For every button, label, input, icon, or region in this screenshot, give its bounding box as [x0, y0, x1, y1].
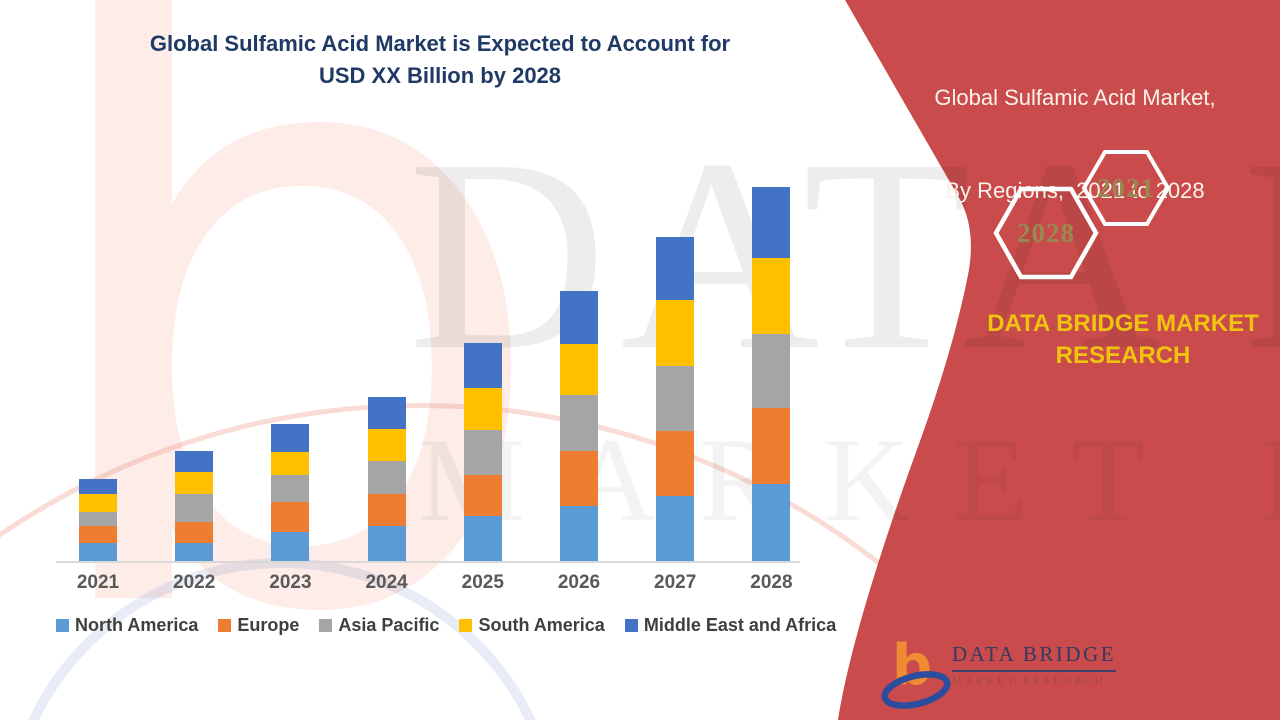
bar-segment-2025-north-america — [463, 516, 502, 561]
bar-segment-2024-europe — [367, 494, 406, 526]
bar-segment-2027-north-america — [656, 496, 695, 561]
bar-segment-2028-middle-east-and-africa — [752, 187, 791, 258]
side-panel-heading-line1: Global Sulfamic Acid Market, — [934, 85, 1216, 110]
databridge-logo-icon: b — [881, 633, 951, 709]
bar-segment-2026-south-america — [560, 344, 598, 395]
x-axis-label-2027: 2027 — [654, 572, 697, 593]
bar-segment-2022-europe — [175, 522, 214, 543]
bar-segment-2024-asia-pacific — [367, 461, 406, 494]
legend-item-north-america: North America — [56, 615, 198, 636]
legend-item-south-america: South America — [459, 615, 605, 636]
x-axis-label-2023: 2023 — [269, 572, 312, 593]
logo-b-glyph: b — [892, 633, 932, 698]
bar-2022 — [175, 451, 214, 561]
legend-item-europe: Europe — [218, 615, 299, 636]
bar-segment-2026-asia-pacific — [560, 395, 598, 451]
x-axis-label-2024: 2024 — [365, 572, 408, 593]
bar-segment-2026-europe — [560, 451, 598, 506]
red-panel-shape — [838, 0, 1280, 720]
bar-segment-2025-europe — [463, 475, 502, 516]
bar-2026 — [560, 291, 598, 561]
bar-segment-2024-south-america — [367, 429, 406, 461]
x-axis-line — [56, 561, 800, 563]
bar-segment-2027-south-america — [656, 300, 695, 366]
legend-item-asia-pacific: Asia Pacific — [319, 615, 439, 636]
legend-item-middle-east-and-africa: Middle East and Africa — [624, 615, 837, 636]
hexagon-back-year: 2028 — [1017, 218, 1075, 248]
bar-segment-2023-middle-east-and-africa — [271, 424, 310, 452]
bar-2021 — [79, 479, 117, 561]
legend-label: North America — [75, 615, 199, 635]
bar-segment-2028-asia-pacific — [752, 334, 791, 408]
bar-segment-2028-north-america — [752, 484, 791, 561]
chart-title-line1: Global Sulfamic Acid Market is Expected … — [149, 31, 731, 56]
logo-swoosh-icon — [881, 671, 951, 709]
bar-segment-2027-middle-east-and-africa — [656, 237, 695, 300]
bar-segment-2024-north-america — [367, 526, 406, 561]
bar-segment-2023-asia-pacific — [271, 475, 310, 502]
brand-text-line2: RESEARCH — [1055, 342, 1191, 369]
x-axis-label-2028: 2028 — [750, 572, 793, 593]
bar-segment-2021-asia-pacific — [79, 512, 117, 526]
bar-segment-2028-south-america — [752, 258, 791, 334]
x-axis-label-2026: 2026 — [557, 572, 601, 593]
legend-swatch-icon — [624, 619, 638, 632]
legend-label: Asia Pacific — [338, 615, 440, 635]
legend-swatch-icon — [218, 619, 232, 632]
bar-segment-2026-middle-east-and-africa — [560, 291, 598, 344]
bar-segment-2025-asia-pacific — [463, 430, 502, 475]
bar-segment-2027-asia-pacific — [656, 366, 695, 431]
bar-segment-2021-middle-east-and-africa — [79, 479, 117, 494]
bar-2027 — [656, 237, 695, 561]
bar-segment-2024-middle-east-and-africa — [367, 397, 406, 429]
chart-legend: North America Europe Asia Pacific South Ame… — [56, 615, 836, 636]
bar-segment-2021-south-america — [79, 494, 117, 512]
legend-swatch-icon — [319, 619, 333, 632]
bar-segment-2026-north-america — [560, 506, 598, 561]
legend-label: South America — [478, 615, 605, 635]
bar-segment-2023-europe — [271, 502, 310, 532]
x-axis-label-2021: 2021 — [76, 572, 120, 593]
legend-swatch-icon — [459, 619, 473, 632]
logo-title: DATA BRIDGE — [952, 642, 1117, 672]
logo-subtitle: MARKET RESEARCH — [952, 676, 1107, 687]
hexagon-2028-icon — [993, 186, 1099, 280]
hexagon-badges: 2028 2021 — [993, 150, 1171, 280]
bar-segment-2022-middle-east-and-africa — [175, 451, 214, 472]
hexagon-2021-icon — [1081, 150, 1171, 226]
bar-segment-2022-north-america — [175, 543, 214, 561]
x-axis-label-2025: 2025 — [461, 572, 504, 593]
bar-segment-2023-north-america — [271, 532, 310, 561]
legend-swatch-icon — [56, 619, 69, 632]
bar-2024 — [367, 397, 406, 561]
bar-segment-2027-europe — [656, 431, 695, 496]
bar-segment-2022-asia-pacific — [175, 494, 214, 522]
brand-text: DATA BRIDGE MARKET RESEARCH — [956, 308, 1280, 372]
bar-segment-2021-north-america — [79, 543, 117, 561]
legend-label: Europe — [237, 615, 300, 635]
legend-label: Middle East and Africa — [643, 615, 837, 635]
chart-title: Global Sulfamic Acid Market is Expected … — [70, 28, 810, 92]
bar-segment-2025-middle-east-and-africa — [463, 343, 502, 388]
bar-2028 — [752, 187, 791, 561]
bar-2023 — [271, 424, 310, 561]
bar-segment-2025-south-america — [463, 388, 502, 430]
bar-segment-2028-europe — [752, 408, 791, 484]
bar-segment-2021-europe — [79, 526, 117, 543]
hexagon-front-year: 2021 — [1097, 173, 1155, 203]
bar-segment-2022-south-america — [175, 472, 214, 494]
bar-segment-2023-south-america — [271, 452, 310, 475]
bar-2025 — [463, 343, 502, 561]
brand-text-line1: DATA BRIDGE MARKET — [987, 310, 1259, 337]
watermark-text-line1: DATA BRIDGE — [408, 118, 1280, 393]
chart-title-line2: USD XX Billion by 2028 — [318, 63, 562, 88]
logo-text-block: DATA BRIDGE MARKET RESEARCH — [952, 642, 1117, 687]
x-axis-label-2022: 2022 — [173, 572, 216, 593]
